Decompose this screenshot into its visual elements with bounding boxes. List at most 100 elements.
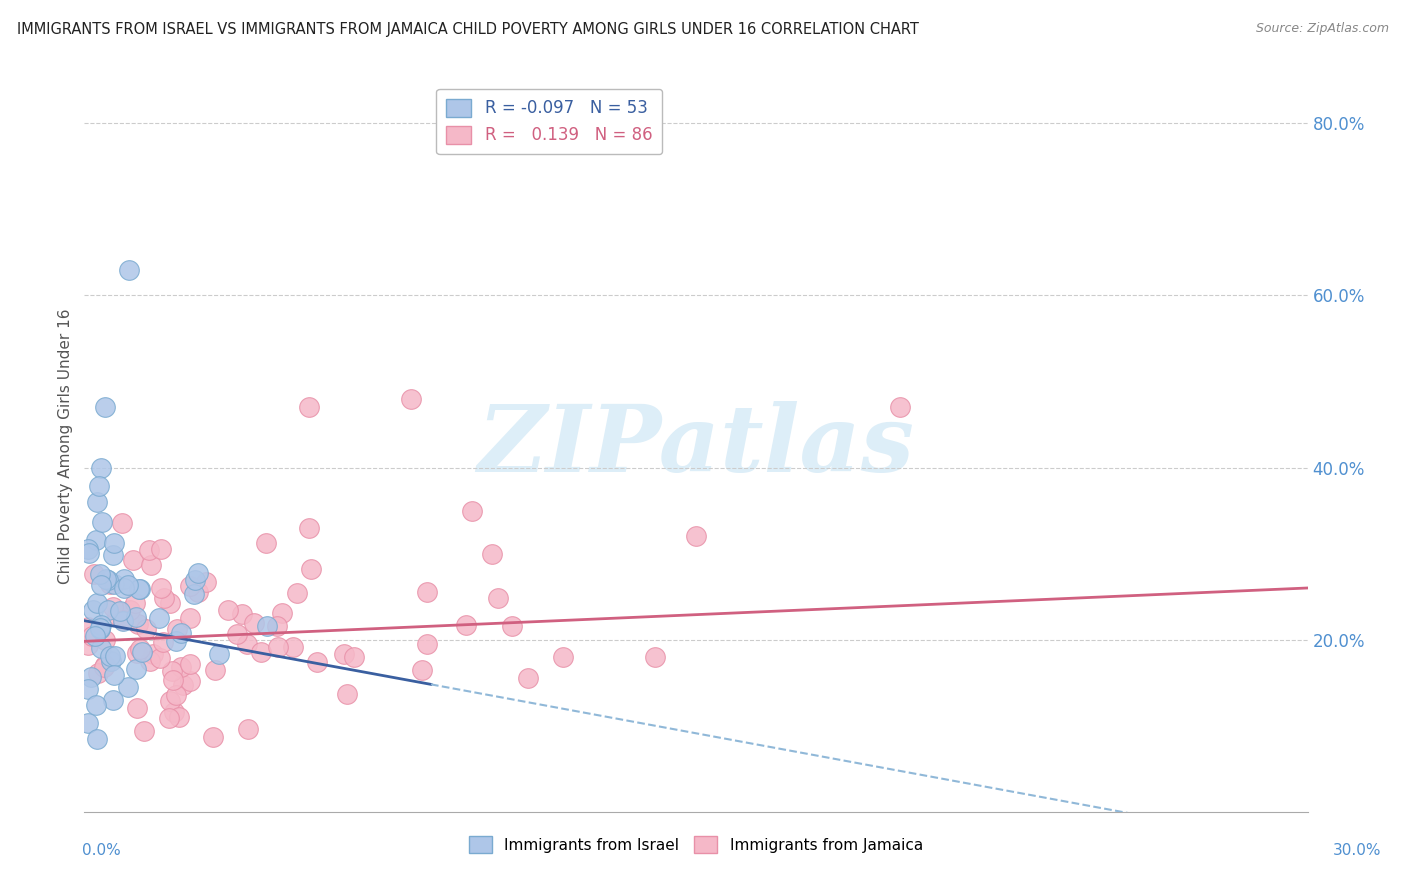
Point xyxy=(644,649,666,664)
Point xyxy=(96,572,118,586)
Point xyxy=(165,688,187,702)
Point xyxy=(159,596,181,610)
Point xyxy=(125,701,148,715)
Point xyxy=(80,670,103,684)
Point xyxy=(77,638,100,652)
Point xyxy=(90,617,112,632)
Point xyxy=(103,668,125,682)
Point xyxy=(97,602,120,616)
Point xyxy=(104,649,127,664)
Point xyxy=(231,607,253,622)
Point xyxy=(179,674,201,689)
Point xyxy=(187,566,209,580)
Point xyxy=(118,262,141,277)
Point xyxy=(131,645,153,659)
Point xyxy=(243,616,266,631)
Point xyxy=(90,641,112,656)
Point xyxy=(129,641,152,656)
Text: Source: ZipAtlas.com: Source: ZipAtlas.com xyxy=(1256,22,1389,36)
Point xyxy=(118,611,141,625)
Point xyxy=(501,618,523,632)
Point xyxy=(208,647,231,661)
Point xyxy=(86,495,108,509)
Point xyxy=(333,647,356,661)
Point xyxy=(285,586,308,600)
Point xyxy=(98,577,121,591)
Point xyxy=(87,479,110,493)
Point xyxy=(157,711,180,725)
Point xyxy=(166,622,188,636)
Point xyxy=(77,541,100,556)
Point xyxy=(103,576,125,591)
Point xyxy=(98,648,121,663)
Point xyxy=(93,660,115,674)
Point xyxy=(112,582,135,596)
Point xyxy=(101,600,124,615)
Point xyxy=(139,558,162,572)
Point xyxy=(100,654,122,668)
Point xyxy=(163,705,186,719)
Point xyxy=(77,716,100,731)
Point xyxy=(108,604,131,618)
Point xyxy=(165,634,187,648)
Point xyxy=(148,610,170,624)
Point xyxy=(89,566,111,581)
Legend: Immigrants from Israel, Immigrants from Jamaica: Immigrants from Israel, Immigrants from … xyxy=(463,830,929,859)
Point xyxy=(91,515,114,529)
Point xyxy=(685,529,707,543)
Point xyxy=(105,607,128,622)
Point xyxy=(89,622,111,636)
Point xyxy=(184,574,207,588)
Point xyxy=(169,659,191,673)
Point xyxy=(183,587,205,601)
Point xyxy=(101,548,124,562)
Point xyxy=(235,637,257,651)
Point xyxy=(179,611,201,625)
Point xyxy=(128,582,150,596)
Text: 0.0%: 0.0% xyxy=(82,843,121,857)
Point xyxy=(117,577,139,591)
Point xyxy=(204,664,226,678)
Point xyxy=(162,673,184,687)
Point xyxy=(152,635,174,649)
Point xyxy=(89,621,111,635)
Point xyxy=(301,562,323,576)
Point xyxy=(142,647,165,661)
Point xyxy=(111,516,134,530)
Point xyxy=(90,577,112,591)
Point xyxy=(77,619,100,633)
Point xyxy=(117,681,139,695)
Point xyxy=(149,542,172,557)
Point xyxy=(121,553,143,567)
Point xyxy=(124,596,146,610)
Point xyxy=(336,687,359,701)
Text: ZIPatlas: ZIPatlas xyxy=(478,401,914,491)
Text: IMMIGRANTS FROM ISRAEL VS IMMIGRANTS FROM JAMAICA CHILD POVERTY AMONG GIRLS UNDE: IMMIGRANTS FROM ISRAEL VS IMMIGRANTS FRO… xyxy=(17,22,918,37)
Point xyxy=(481,547,503,561)
Point xyxy=(86,596,108,610)
Y-axis label: Child Poverty Among Girls Under 16: Child Poverty Among Girls Under 16 xyxy=(58,309,73,583)
Point xyxy=(84,533,107,548)
Point xyxy=(125,646,148,660)
Point xyxy=(159,694,181,708)
Point xyxy=(169,709,191,723)
Point xyxy=(256,619,278,633)
Point xyxy=(416,584,439,599)
Point xyxy=(283,640,305,654)
Point xyxy=(87,665,110,680)
Point xyxy=(125,610,148,624)
Point xyxy=(112,572,135,586)
Point xyxy=(101,693,124,707)
Point xyxy=(238,722,260,736)
Point xyxy=(201,730,224,744)
Point xyxy=(551,650,574,665)
Point xyxy=(187,584,209,599)
Point xyxy=(94,632,117,647)
Point xyxy=(103,536,125,550)
Point xyxy=(305,655,328,669)
Point xyxy=(127,616,149,631)
Point xyxy=(139,654,162,668)
Point xyxy=(84,629,107,643)
Point xyxy=(486,591,509,605)
Point xyxy=(86,732,108,747)
